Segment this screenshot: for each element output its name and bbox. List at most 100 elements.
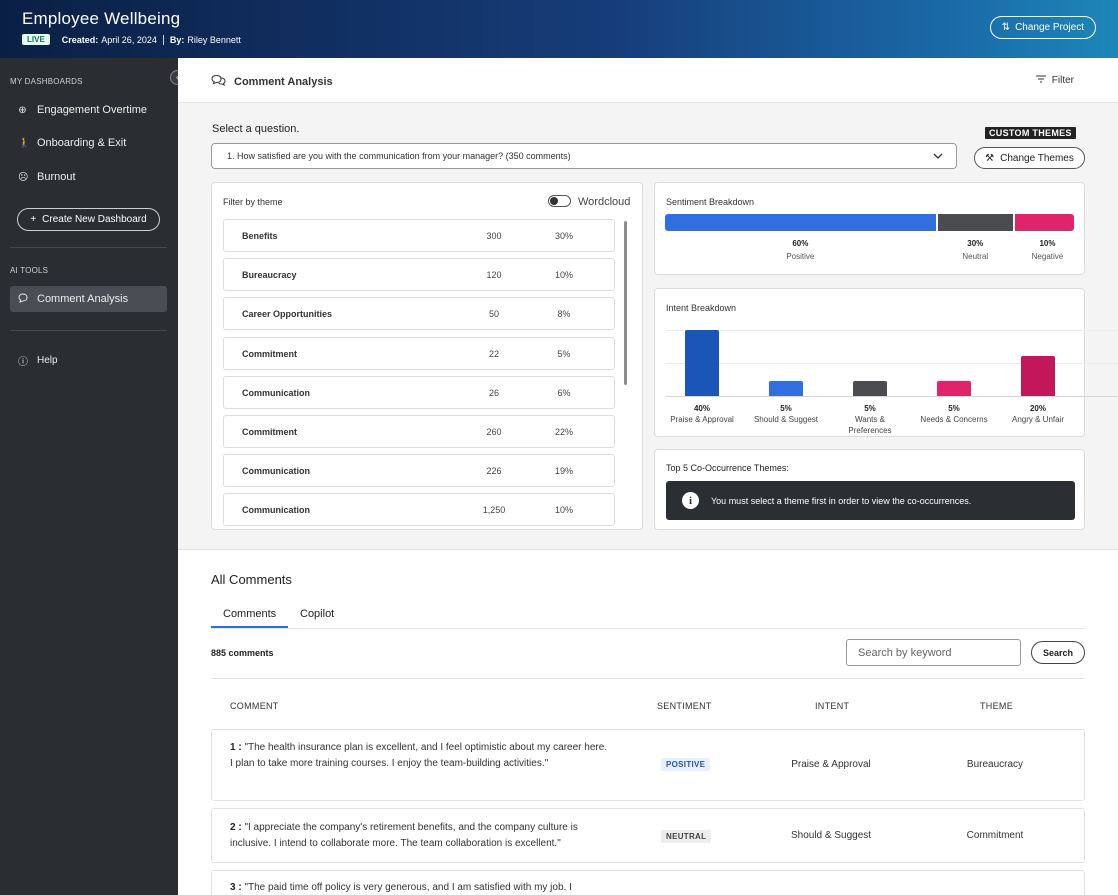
comment-row[interactable]: 3 : "The paid time off policy is very ge… — [211, 870, 1085, 895]
page-header: Comment Analysis Filter — [178, 58, 1118, 103]
change-project-button[interactable]: ⇅ Change Project — [989, 16, 1096, 39]
theme-row[interactable]: Communication 226 19% — [223, 454, 615, 488]
comment-body: "The paid time off policy is very genero… — [244, 882, 572, 893]
comment-row[interactable]: 1 : "The health insurance plan is excell… — [211, 729, 1085, 801]
filter-by-theme-label: Filter by theme — [223, 197, 283, 207]
theme-percent: 10% — [554, 505, 573, 516]
co-occurrence-message: i You must select a theme first in order… — [666, 481, 1075, 520]
table-divider — [211, 678, 1085, 679]
sentiment-breakdown-panel: Sentiment Breakdown 60% Positive 30% Neutra… — [654, 182, 1085, 275]
intent-bar — [853, 381, 887, 396]
co-occurrence-panel: Top 5 Co-Occurrence Themes: i You must s… — [654, 449, 1085, 530]
theme-row[interactable]: Commitment 22 5% — [223, 336, 615, 370]
speech-bubble-icon — [18, 293, 28, 306]
sidebar-item-help[interactable]: ⓘ Help — [10, 347, 167, 373]
change-themes-button[interactable]: ⚒ Change Themes — [974, 147, 1085, 169]
sidebar-item-label: Burnout — [37, 171, 76, 183]
intent-label: 5% Should & Suggest — [744, 403, 828, 425]
theme-percent: 30% — [554, 231, 573, 241]
intent-label: 20% Angry & Unfair — [996, 403, 1080, 425]
sidebar-divider — [10, 330, 167, 331]
active-tab-indicator — [211, 626, 288, 628]
intent-breakdown-panel: Intent Breakdown 40% Praise & Approval 5% S… — [654, 288, 1118, 437]
theme-row[interactable]: Communication 26 6% — [223, 375, 615, 409]
theme-name: Commitment — [242, 427, 298, 437]
comment-count: 885 comments — [211, 648, 274, 658]
custom-themes-badge: CUSTOM THEMES — [985, 127, 1076, 139]
sentiment-percent: 30% — [967, 239, 984, 248]
burnout-face-icon: ☹ — [18, 171, 29, 183]
search-button[interactable]: Search — [1031, 641, 1085, 664]
ai-tools-heading: AI TOOLS — [10, 266, 49, 275]
plus-icon: + — [30, 214, 37, 225]
intent-label: 40% Praise & Approval — [660, 403, 744, 425]
intent-percent: 5% — [780, 404, 792, 413]
select-question-label: Select a question. — [212, 123, 300, 135]
theme-count: 50 — [488, 309, 499, 320]
theme-row[interactable]: Bureaucracy 120 10% — [223, 258, 615, 292]
intent-name: Angry & Unfair — [1011, 415, 1065, 424]
tab-copilot[interactable]: Copilot — [300, 608, 335, 620]
comment-body: "The health insurance plan is excellent,… — [230, 742, 608, 769]
column-header-theme: THEME — [980, 701, 1013, 711]
theme-count: 260 — [486, 427, 502, 437]
chat-bubbles-icon — [211, 74, 226, 89]
theme-name: Benefits — [242, 231, 278, 241]
sidebar-item-burnout[interactable]: ☹ Burnout — [10, 164, 167, 190]
intent-percent: 5% — [948, 404, 960, 413]
comment-text: 2 : "I appreciate the company's retireme… — [230, 820, 610, 852]
selected-question: 1. How satisfied are you with the commun… — [227, 151, 571, 161]
filter-button[interactable]: Filter — [1035, 75, 1074, 86]
tools-icon: ⚒ — [985, 152, 995, 164]
author-name: Riley Bennett — [187, 34, 241, 45]
x-axis-line — [666, 396, 1118, 397]
sentiment-name: Positive — [786, 252, 815, 261]
comment-text: 3 : "The paid time off policy is very ge… — [230, 880, 650, 895]
swap-icon: ⇅ — [1001, 22, 1011, 33]
comment-body: "I appreciate the company's retirement b… — [230, 822, 578, 849]
sidebar-item-label: Engagement Overtime — [37, 104, 148, 116]
question-select[interactable]: 1. How satisfied are you with the commun… — [211, 143, 957, 169]
project-title: Employee Wellbeing — [22, 9, 181, 28]
sidebar-item-engagement-overtime[interactable]: ⊕ Engagement Overtime — [10, 97, 167, 123]
intent-name: Should & Suggest — [753, 415, 819, 424]
co-occurrence-message-text: You must select a theme first in order t… — [711, 495, 972, 506]
scrollbar-thumb[interactable] — [624, 221, 627, 385]
theme-row[interactable]: Benefits 300 30% — [223, 219, 615, 252]
theme-row[interactable]: Commitment 260 22% — [223, 415, 615, 448]
chevron-down-icon — [932, 150, 944, 164]
page-title-text: Comment Analysis — [234, 75, 333, 88]
sentiment-percent: 10% — [1039, 239, 1056, 248]
theme-list-scrollbar[interactable] — [623, 221, 629, 517]
sentiment-label-neutral: 30% Neutral — [945, 237, 1005, 263]
sentiment-name: Neutral — [962, 252, 989, 261]
theme-row[interactable]: Communication 1,250 10% — [223, 493, 615, 527]
info-icon: i — [682, 492, 699, 509]
create-new-dashboard-button[interactable]: + Create New Dashboard — [17, 208, 160, 231]
project-meta: LIVE Created: April 26, 2024 By: Riley B… — [22, 34, 241, 45]
sentiment-label-positive: 60% Positive — [770, 237, 830, 263]
theme-name: Commitment — [242, 348, 298, 359]
sentiment-badge: NEUTRAL — [661, 830, 712, 843]
comment-text: 1 : "The health insurance plan is excell… — [230, 740, 610, 772]
wordcloud-toggle[interactable] — [548, 195, 571, 207]
sidebar-item-onboarding-exit[interactable]: 🚶 Onboarding & Exit — [10, 130, 167, 156]
page-title: Comment Analysis — [211, 74, 333, 89]
theme-percent: 6% — [557, 387, 571, 398]
sidebar-item-comment-analysis[interactable]: Comment Analysis — [10, 286, 167, 312]
theme-name: Communication — [242, 387, 311, 398]
theme-count: 300 — [486, 231, 502, 241]
search-input[interactable] — [846, 639, 1021, 666]
intent-name: Praise & Approval — [670, 415, 734, 424]
intent-label: 5% Wants & Preferences — [840, 403, 900, 436]
tab-comments[interactable]: Comments — [223, 608, 277, 620]
theme-row[interactable]: Career Opportunities 50 8% — [223, 297, 615, 331]
column-header-intent: INTENT — [815, 701, 850, 711]
comment-row[interactable]: 2 : "I appreciate the company's retireme… — [211, 808, 1085, 863]
created-label: Created: — [61, 34, 99, 45]
sentiment-label-negative: 10% Negative — [1017, 237, 1077, 263]
comment-theme: Bureaucracy — [966, 759, 1024, 770]
sidebar-item-label: Comment Analysis — [37, 293, 129, 305]
comment-index: 3 : — [230, 882, 242, 893]
filter-icon — [1035, 75, 1046, 86]
